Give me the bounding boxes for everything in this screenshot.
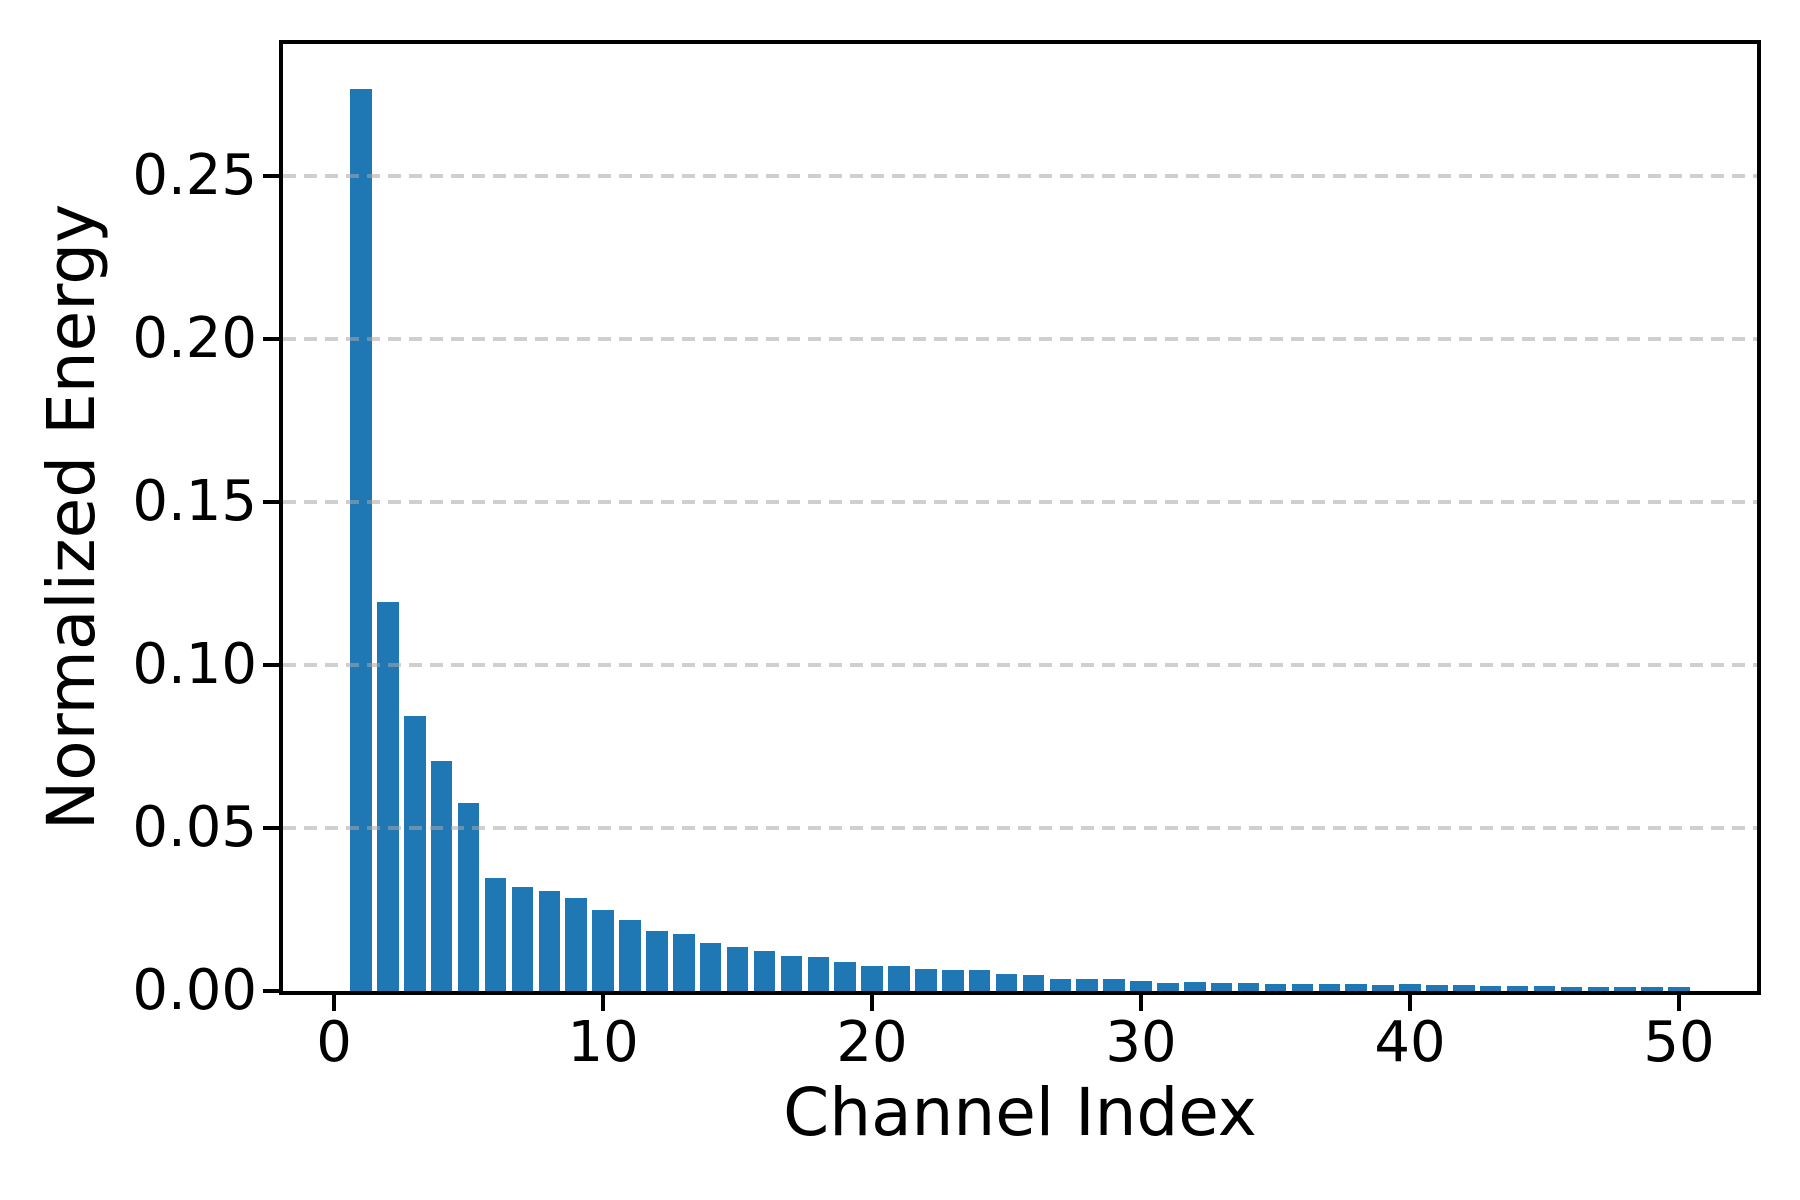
bar-channel-41 xyxy=(1426,985,1448,991)
x-tick-40 xyxy=(1408,995,1413,1011)
bar-channel-31 xyxy=(1157,982,1179,991)
y-tick-label-0.10: 0.10 xyxy=(132,632,257,697)
bar-channel-45 xyxy=(1533,986,1556,991)
bar-channel-6 xyxy=(484,877,507,991)
bar-channel-10 xyxy=(592,909,614,991)
bar-channel-42 xyxy=(1453,985,1475,991)
bar-channel-43 xyxy=(1479,985,1502,991)
bar-channel-27 xyxy=(1049,978,1072,991)
bar-channel-30 xyxy=(1130,980,1152,991)
x-tick-10 xyxy=(601,995,606,1011)
bar-channel-33 xyxy=(1210,982,1233,991)
y-tick-label-0.05: 0.05 xyxy=(132,795,257,860)
bar-channel-4 xyxy=(430,760,453,991)
y-tick-label-0.15: 0.15 xyxy=(132,469,257,534)
y-tick-0.15 xyxy=(263,500,279,504)
y-tick-0.25 xyxy=(263,174,279,179)
y-tick-label-0.20: 0.20 xyxy=(132,306,257,372)
bar-channel-46 xyxy=(1560,986,1583,991)
bar-channel-3 xyxy=(404,715,426,991)
bar-channel-28 xyxy=(1076,979,1098,991)
bar-channel-17 xyxy=(780,955,803,991)
bar-channel-32 xyxy=(1184,982,1206,991)
bar-channel-12 xyxy=(646,931,668,991)
bar-channel-11 xyxy=(619,919,641,991)
gridline-0.1 xyxy=(283,663,1757,667)
bar-channel-25 xyxy=(995,974,1018,991)
bar-channel-7 xyxy=(511,887,534,991)
y-tick-label-0.00: 0.00 xyxy=(132,958,257,1023)
bar-channel-1 xyxy=(350,89,372,991)
bar-channel-16 xyxy=(753,950,776,991)
x-tick-30 xyxy=(1139,995,1144,1011)
y-tick-label-0.25: 0.25 xyxy=(132,143,257,209)
y-tick-0.10 xyxy=(263,663,279,667)
x-axis-label: Channel Index xyxy=(783,1074,1257,1151)
y-tick-0.20 xyxy=(263,337,279,342)
x-tick-label-20: 20 xyxy=(836,1010,908,1075)
bar-channel-37 xyxy=(1318,984,1341,991)
gridline-0.2 xyxy=(283,337,1757,342)
bar-channel-21 xyxy=(888,965,910,991)
x-tick-20 xyxy=(870,995,875,1011)
bar-channel-5 xyxy=(457,802,480,991)
bar-channel-35 xyxy=(1264,983,1287,991)
bar-channel-26 xyxy=(1022,975,1045,991)
bar-channel-34 xyxy=(1237,983,1260,991)
bar-channel-18 xyxy=(807,957,830,991)
bar-channel-49 xyxy=(1641,987,1663,991)
bar-channel-14 xyxy=(699,943,722,991)
y-tick-0.05 xyxy=(263,826,279,830)
gridline-0.25 xyxy=(283,174,1757,179)
plot-area xyxy=(279,40,1761,995)
bar-channel-22 xyxy=(915,968,937,991)
bar-channel-9 xyxy=(565,898,587,991)
x-tick-label-30: 30 xyxy=(1105,1010,1177,1075)
y-tick-0.00 xyxy=(263,989,279,993)
x-tick-label-0: 0 xyxy=(316,1010,352,1075)
bar-channel-38 xyxy=(1345,984,1367,991)
x-tick-50 xyxy=(1676,995,1681,1011)
x-tick-0 xyxy=(332,995,337,1011)
bar-channel-40 xyxy=(1399,984,1421,991)
bar-channel-44 xyxy=(1506,985,1529,991)
bar-channel-20 xyxy=(861,965,883,991)
bar-channel-2 xyxy=(377,602,399,991)
bar-channel-13 xyxy=(673,934,695,991)
x-tick-label-50: 50 xyxy=(1643,1010,1715,1075)
bar-channel-36 xyxy=(1291,984,1314,991)
bar-channel-8 xyxy=(538,890,561,991)
bar-channel-24 xyxy=(968,969,991,991)
bar-channel-15 xyxy=(726,947,749,991)
gridline-0.05 xyxy=(283,826,1757,830)
bar-channel-19 xyxy=(834,962,856,991)
x-tick-label-40: 40 xyxy=(1374,1010,1446,1075)
bar-channel-39 xyxy=(1372,984,1394,991)
gridlines-layer xyxy=(283,44,1757,991)
x-tick-label-10: 10 xyxy=(567,1010,639,1075)
bars-layer xyxy=(283,44,1757,991)
gridline-0.15 xyxy=(283,500,1757,504)
bar-channel-29 xyxy=(1103,978,1125,991)
bar-channel-47 xyxy=(1587,986,1610,991)
bar-channel-48 xyxy=(1614,987,1636,991)
bar-channel-50 xyxy=(1668,987,1690,991)
bar-channel-23 xyxy=(941,970,964,991)
